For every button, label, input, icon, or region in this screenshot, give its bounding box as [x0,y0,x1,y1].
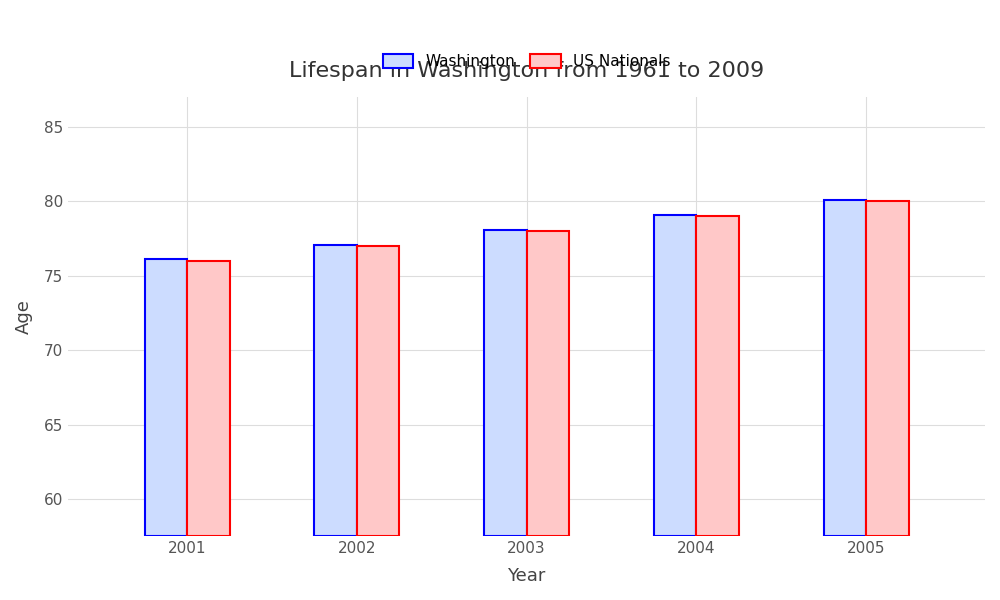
Bar [824,200,866,536]
Bar [145,259,187,536]
Bar [654,215,696,536]
Bar [527,231,569,536]
Bar [357,246,399,536]
Title: Lifespan in Washington from 1961 to 2009: Lifespan in Washington from 1961 to 2009 [289,61,764,80]
Bar [187,261,230,536]
Bar [314,245,357,536]
Y-axis label: Age: Age [15,299,33,334]
X-axis label: Year: Year [507,567,546,585]
Bar [696,217,739,536]
Bar [866,202,909,536]
Bar [484,230,527,536]
Legend: Washington, US Nationals: Washington, US Nationals [377,48,677,76]
